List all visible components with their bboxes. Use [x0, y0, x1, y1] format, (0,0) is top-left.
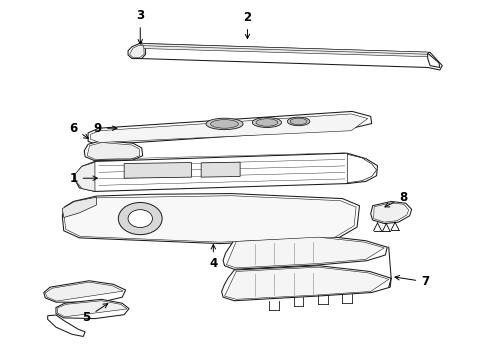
Polygon shape	[91, 114, 368, 143]
Ellipse shape	[288, 117, 310, 126]
Circle shape	[128, 210, 152, 228]
Polygon shape	[87, 143, 140, 159]
Polygon shape	[428, 53, 440, 67]
Polygon shape	[62, 194, 360, 244]
Polygon shape	[142, 44, 429, 55]
Text: 5: 5	[82, 303, 108, 324]
Polygon shape	[201, 162, 240, 177]
Polygon shape	[224, 267, 389, 299]
Text: 3: 3	[136, 9, 145, 44]
Polygon shape	[84, 141, 143, 160]
Polygon shape	[128, 44, 146, 59]
Text: 4: 4	[209, 244, 218, 270]
Polygon shape	[129, 45, 144, 58]
Polygon shape	[48, 315, 85, 337]
Ellipse shape	[206, 118, 243, 130]
Text: 9: 9	[94, 122, 117, 135]
Polygon shape	[56, 299, 129, 319]
Polygon shape	[75, 162, 95, 192]
Polygon shape	[371, 202, 412, 224]
Polygon shape	[57, 301, 127, 317]
Text: 8: 8	[385, 192, 408, 207]
Ellipse shape	[256, 119, 278, 126]
Polygon shape	[226, 237, 384, 268]
Polygon shape	[64, 196, 356, 242]
Circle shape	[118, 203, 162, 235]
Text: 1: 1	[70, 172, 98, 185]
Polygon shape	[75, 153, 377, 192]
Ellipse shape	[211, 120, 239, 128]
Polygon shape	[374, 203, 409, 222]
Polygon shape	[62, 197, 97, 217]
Text: 7: 7	[395, 275, 429, 288]
Ellipse shape	[252, 117, 282, 127]
Ellipse shape	[290, 118, 307, 125]
Polygon shape	[139, 41, 442, 70]
Polygon shape	[88, 111, 372, 145]
Polygon shape	[143, 46, 429, 57]
Text: 2: 2	[244, 11, 251, 39]
Polygon shape	[347, 154, 376, 183]
Polygon shape	[124, 162, 192, 178]
Polygon shape	[44, 281, 125, 302]
Polygon shape	[45, 282, 123, 301]
Text: 6: 6	[70, 122, 88, 139]
Polygon shape	[221, 266, 391, 301]
Polygon shape	[223, 235, 387, 269]
